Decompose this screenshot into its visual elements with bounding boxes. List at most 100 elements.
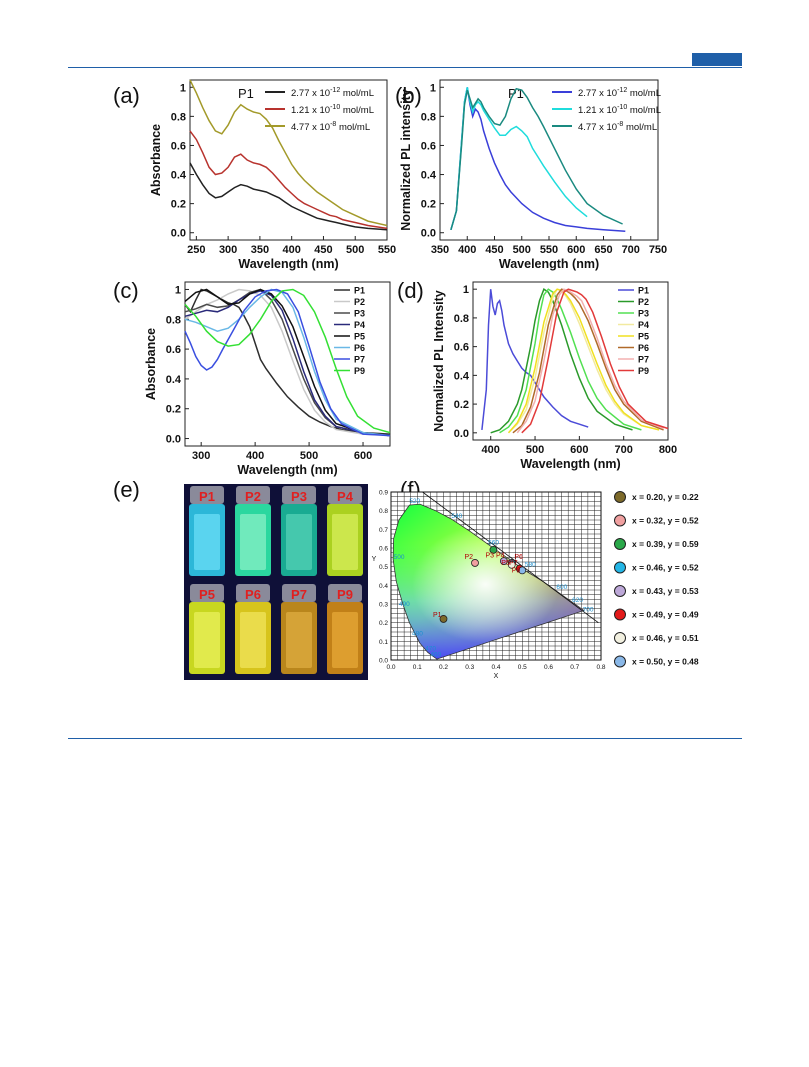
vial-glow xyxy=(286,514,312,570)
legend-entry: P6 xyxy=(354,343,365,353)
series-line-P5 xyxy=(507,288,660,434)
x-tick-label: 700 xyxy=(622,244,640,256)
y-tick-label: 0.4 xyxy=(379,583,388,590)
legend-entry: P9 xyxy=(354,366,365,376)
sample-label: P1 xyxy=(238,86,254,101)
y-tick-label: 1 xyxy=(430,82,436,94)
series-line-1 xyxy=(189,130,388,230)
x-tick-label: 0.7 xyxy=(570,664,579,671)
vial-cap xyxy=(282,486,316,504)
cie-legend-entry: x = 0.46, y = 0.51 xyxy=(632,633,699,643)
panel-d: 400 500 600 700 800 0.0 0.2 0.4 0.6 0.8 1 Wavelengt… xyxy=(397,278,677,471)
vial-cap xyxy=(190,584,224,602)
cie-point-label: P1 xyxy=(433,612,442,619)
x-tick-label: 0.1 xyxy=(413,664,422,671)
legend-entry: 1.21 x 10-10 mol/mL xyxy=(578,104,661,116)
panel-c: 300 400 500 600 0.0 0.2 0.4 0.6 0.8 1 Wavelength (… xyxy=(113,278,391,477)
vial-cap xyxy=(236,486,270,504)
x-tick-label: 0.3 xyxy=(465,664,474,671)
legend-exp: -8 xyxy=(617,121,623,128)
cie-legend-dot xyxy=(614,655,626,668)
vial-glow xyxy=(240,612,266,668)
y-axis-label: Y xyxy=(372,556,377,563)
y-tick-label: 1 xyxy=(175,284,181,296)
legend-base: 2.77 x 10 xyxy=(291,88,330,99)
locus-wavelength-label: 490 xyxy=(399,601,410,608)
series-line-P4 xyxy=(507,288,660,434)
x-tick-label: 300 xyxy=(192,450,210,462)
cie-legend-entry: x = 0.43, y = 0.53 xyxy=(632,586,699,596)
x-tick-label: 300 xyxy=(219,244,237,256)
cie-legend-entry: x = 0.20, y = 0.22 xyxy=(632,492,699,502)
x-tick-label: 0.4 xyxy=(491,664,500,671)
y-tick-label: 0.0 xyxy=(166,434,181,446)
series-line-2 xyxy=(189,79,388,227)
legend-entry: P4 xyxy=(638,320,649,330)
x-tick-label: 400 xyxy=(458,244,476,256)
x-tick-label: 0.5 xyxy=(518,664,527,671)
legend-entry: 2.77 x 10-12 mol/mL xyxy=(291,87,374,99)
legend-unit: mol/mL xyxy=(336,122,370,133)
vial-cap xyxy=(236,584,270,602)
cie-legend-entry: x = 0.32, y = 0.52 xyxy=(632,516,699,526)
cie-legend-dot xyxy=(614,491,626,503)
panel-a: 250 300 350 400 450 500 550 0.0 0.2 0.4 0.6 0.8 1 Wav… xyxy=(113,79,396,271)
cie-legend-entry: x = 0.39, y = 0.59 xyxy=(632,539,699,549)
y-tick-label: 0.6 xyxy=(171,140,186,152)
vial-P1: P1 xyxy=(184,484,230,582)
x-tick-label: 550 xyxy=(540,244,558,256)
panel-label: (b) xyxy=(395,83,422,108)
panel-e: (e) P1 P2 P3 P4 P5 P6 P7 P9 xyxy=(113,477,368,680)
vial-cap xyxy=(328,584,362,602)
x-axis-label: Wavelength (nm) xyxy=(237,463,337,477)
y-tick-label: 0.2 xyxy=(166,404,181,416)
y-tick-label: 0.0 xyxy=(454,428,469,440)
series-line-P2 xyxy=(184,288,391,437)
locus-wavelength-label: 460 xyxy=(430,651,441,658)
vial-label: P9 xyxy=(337,587,353,602)
x-tick-label: 600 xyxy=(354,450,372,462)
series-line-P7 xyxy=(516,288,664,434)
x-tick-label: 0.0 xyxy=(386,664,395,671)
vial-label: P5 xyxy=(199,587,215,602)
cie-diagonal xyxy=(422,491,599,623)
locus-wavelength-label: 600 xyxy=(556,584,567,591)
locus-wavelength-label: 470 xyxy=(425,646,436,653)
y-tick-label: 0.8 xyxy=(421,111,436,123)
y-tick-label: 0.6 xyxy=(421,140,436,152)
vial-label: P6 xyxy=(245,587,261,602)
panel-label: (d) xyxy=(397,278,424,303)
vial-glow xyxy=(240,514,266,570)
plot-frame xyxy=(184,281,391,447)
cie-legend-entry: x = 0.50, y = 0.48 xyxy=(632,657,699,667)
x-tick-label: 500 xyxy=(300,450,318,462)
vial-P4: P4 xyxy=(322,484,368,582)
legend-unit: mol/mL xyxy=(340,105,374,116)
x-tick-label: 600 xyxy=(570,444,588,456)
series-line-P3 xyxy=(499,288,642,434)
x-tick-label: 400 xyxy=(282,244,300,256)
cie-legend-dot xyxy=(614,585,626,597)
legend-exp: -10 xyxy=(617,104,627,111)
series-line-0 xyxy=(189,162,388,231)
x-tick-label: 750 xyxy=(649,244,667,256)
panel-f: (f)0.0 0.1 0.2 0.3 0.4 0.5 0.6 0.7 0.80.00.10.20… xyxy=(372,477,699,680)
y-axis-label: Absorbance xyxy=(149,124,163,196)
x-tick-label: 450 xyxy=(485,244,503,256)
series-line-P1 xyxy=(481,289,589,430)
locus-wavelength-label: 480 xyxy=(412,631,423,638)
y-tick-label: 0.4 xyxy=(166,374,182,386)
panel-b: 350 400 450 500 550 600 650 700 750 0.0 0.2 0.4 0.6 0… xyxy=(395,79,667,271)
locus-wavelength-label: 620 xyxy=(572,597,583,604)
legend-entry: P2 xyxy=(638,297,649,307)
legend-entry: P5 xyxy=(354,332,365,342)
cie-point-P3 xyxy=(489,545,498,554)
locus-wavelength-label: 580 xyxy=(525,562,536,569)
legend-entry: 1.21 x 10-10 mol/mL xyxy=(291,104,374,116)
y-tick-label: 0.8 xyxy=(166,314,181,326)
legend-base: 4.77 x 10 xyxy=(291,122,330,133)
legend-entry: P7 xyxy=(638,355,649,365)
header-rule xyxy=(68,67,742,68)
cie-point-P5 xyxy=(499,557,508,565)
vial-glow xyxy=(194,612,220,668)
